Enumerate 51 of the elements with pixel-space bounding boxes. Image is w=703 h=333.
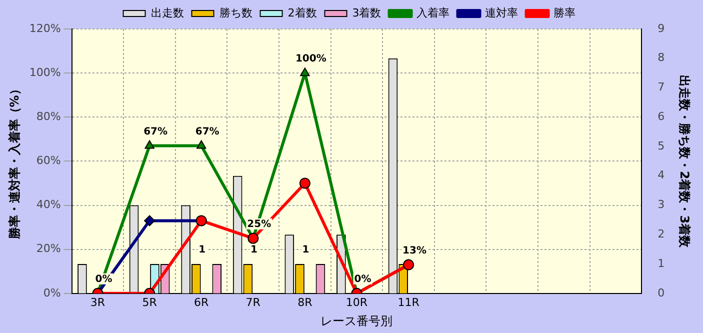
- data-label: 100%: [295, 54, 326, 65]
- legend-label: 2着数: [288, 6, 317, 20]
- y2-tick-label: 5: [658, 139, 665, 152]
- data-label: 0%: [354, 274, 372, 285]
- data-label: 1: [250, 244, 258, 256]
- y2-tick-label: 4: [658, 168, 665, 182]
- x-tick-label: 6R: [194, 296, 210, 309]
- legend-label: 入着率: [416, 6, 450, 20]
- x-tick-label: 8R: [298, 296, 313, 309]
- x-tick-label: 11R: [398, 296, 420, 309]
- x-tick-label: 10R: [346, 296, 368, 309]
- point: [248, 232, 259, 244]
- data-label: 13%: [402, 245, 426, 256]
- point: [299, 178, 310, 189]
- y2-tick-label: 8: [658, 51, 665, 64]
- y-tick-label: 80%: [36, 110, 61, 123]
- y2-tick-label: 0: [658, 286, 665, 300]
- x-tick-label: 5R: [142, 296, 158, 309]
- y-axis-title: 勝率・連対率・入着率（%）: [7, 83, 22, 240]
- legend-label: 3着数: [352, 6, 382, 20]
- data-label: 67%: [195, 126, 220, 138]
- point: [144, 140, 154, 149]
- x-tick-label: 7R: [246, 296, 261, 309]
- data-label: 25%: [247, 218, 272, 230]
- y2-tick-label: 9: [658, 22, 665, 35]
- point: [196, 140, 206, 149]
- x-tick-label: 3R: [90, 296, 106, 309]
- legend-label: 出走数: [150, 6, 184, 20]
- point: [403, 259, 414, 270]
- data-label: 1: [198, 244, 206, 256]
- y-tick-label: 120%: [29, 22, 61, 35]
- x-axis-title: レース番号別: [320, 314, 393, 328]
- data-label: 0%: [95, 274, 112, 285]
- legend-label: 勝ち数: [219, 6, 252, 20]
- y-tick-label: 0%: [43, 286, 61, 300]
- legend-label: 勝率: [554, 6, 576, 20]
- y-tick-label: 100%: [29, 66, 61, 79]
- y2-axis-title: 出走数・勝ち数・2着数・3着数: [678, 74, 692, 249]
- data-label: 67%: [144, 126, 168, 138]
- y2-tick-label: 6: [658, 110, 665, 123]
- y2-tick-label: 3: [658, 198, 665, 212]
- y2-tick-label: 7: [658, 80, 665, 94]
- point: [300, 68, 310, 76]
- y-tick-label: 20%: [36, 242, 61, 256]
- point: [144, 215, 156, 226]
- y2-tick-label: 2: [658, 228, 665, 241]
- data-label: 1: [302, 244, 310, 256]
- y-tick-label: 40%: [36, 198, 61, 212]
- legend-label: 連対率: [485, 6, 518, 20]
- y-tick-label: 60%: [36, 154, 61, 168]
- y2-tick-label: 1: [658, 256, 665, 270]
